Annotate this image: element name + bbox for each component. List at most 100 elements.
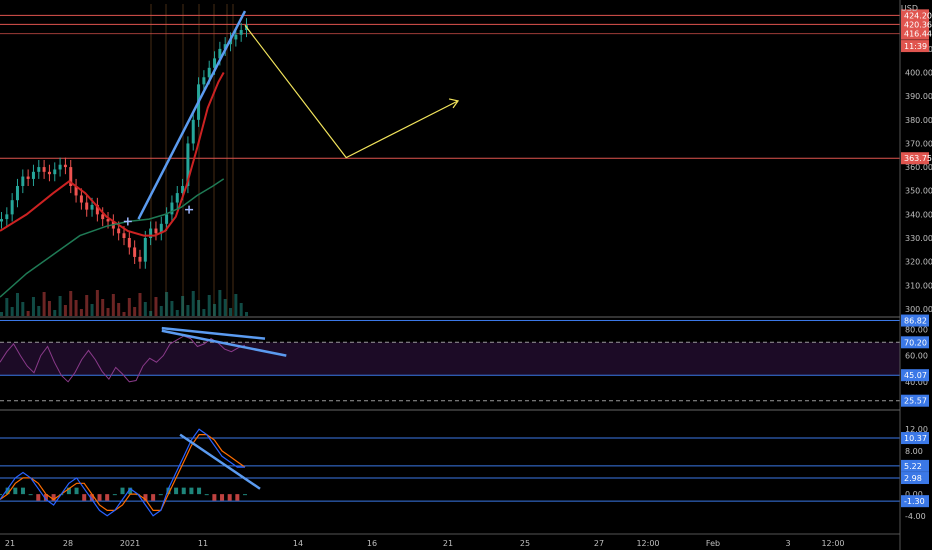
time-tick-label: 14 — [293, 539, 303, 548]
macd-signal-line — [0, 434, 246, 511]
price-tick-label: 390.00 — [905, 92, 932, 101]
moving-average-green — [0, 178, 225, 298]
volume-bar — [170, 301, 174, 316]
macd-histogram-bar — [220, 494, 225, 501]
rsi-pane[interactable] — [0, 320, 900, 402]
macd-badge-label: 10.37 — [904, 434, 927, 443]
rsi-badge: 86.82 — [901, 314, 929, 327]
macd-line — [0, 428, 245, 517]
price-badge: 363.75 — [901, 152, 932, 165]
candle-body — [85, 202, 89, 210]
candle-body — [42, 167, 46, 172]
macd-badge: 10.37 — [901, 432, 929, 445]
candle-body — [159, 223, 163, 234]
session-stripe — [213, 4, 215, 316]
macd-histogram-bar — [227, 494, 232, 501]
candle-body — [79, 195, 83, 203]
volume-bar — [47, 301, 51, 316]
volume-bar — [79, 309, 83, 316]
time-tick-label: 3 — [785, 539, 790, 548]
volume-bar — [191, 291, 195, 316]
price-axis[interactable]: 410.00400.00390.00380.00370.00360.00350.… — [899, 0, 932, 550]
volume-bar — [95, 290, 99, 316]
rsi-badge-bg — [901, 369, 929, 382]
candle-body — [95, 204, 99, 215]
macd-histogram-bar — [74, 487, 79, 495]
candle-body — [122, 233, 126, 238]
volume-bar — [202, 309, 206, 316]
candle-body — [101, 214, 105, 220]
time-tick-label: 27 — [594, 539, 604, 548]
candle-body — [31, 171, 35, 179]
candle-body — [202, 77, 206, 85]
price-badge-bg — [901, 40, 929, 53]
macd-badge-label: -1.30 — [904, 497, 925, 506]
price-badge-label: 424.20 — [904, 11, 932, 20]
volume-bar — [122, 312, 126, 316]
candle-body — [117, 228, 121, 234]
candle-body — [191, 119, 195, 144]
macd-badge: 2.98 — [901, 472, 929, 485]
macd-histogram-bar — [66, 487, 71, 495]
macd-tick-label: -4.00 — [905, 512, 926, 521]
price-tick-label: 330.00 — [905, 234, 932, 243]
volume-bar — [143, 302, 147, 316]
rsi-badge-bg — [901, 394, 929, 407]
rsi-badge-label: 70.20 — [904, 338, 927, 347]
macd-histogram-bar — [151, 494, 156, 501]
rsi-tick-label: 60.00 — [905, 352, 928, 361]
volume-bar — [106, 308, 110, 316]
macd-histogram-bar — [20, 487, 25, 495]
price-badge-label: 11:39 — [904, 42, 927, 51]
candle-body — [218, 48, 222, 59]
volume-bar — [165, 292, 169, 316]
candle-body — [90, 204, 94, 210]
currency-label: USD — [901, 4, 918, 13]
macd-histogram-bar — [174, 487, 179, 495]
price-tick-label: 340.00 — [905, 210, 932, 219]
price-badge-label: 363.75 — [904, 154, 932, 163]
volume-bar — [42, 292, 46, 316]
volume-bar — [229, 308, 233, 316]
volume-bar — [0, 312, 3, 316]
macd-histogram-bar — [158, 494, 163, 496]
volume-bar — [186, 305, 190, 316]
macd-histogram-bar — [105, 494, 110, 501]
volume-bar — [101, 299, 105, 316]
macd-histogram-bar — [89, 494, 94, 501]
volume-bar — [26, 311, 30, 316]
macd-pane[interactable] — [0, 428, 900, 517]
price-tick-label: 370.00 — [905, 139, 932, 148]
rsi-tick-label: 80.00 — [905, 325, 928, 334]
candle-body — [58, 164, 62, 170]
macd-trendline — [179, 433, 261, 490]
rsi-badge: 70.20 — [901, 336, 929, 349]
candle-body — [10, 200, 14, 215]
candle-body — [154, 228, 158, 234]
volume-bar — [223, 299, 227, 316]
price-tick-label: 300.00 — [905, 305, 932, 314]
rsi-tick-label: 40.00 — [905, 378, 928, 387]
volume-bar — [63, 305, 67, 316]
macd-tick-label: 8.00 — [905, 447, 923, 456]
macd-histogram-bar — [36, 494, 41, 501]
candle-body — [53, 169, 57, 175]
macd-badge-bg — [901, 472, 929, 485]
price-tick-label: 380.00 — [905, 116, 932, 125]
price-badge-bg — [901, 152, 929, 165]
price-badge: 424.20 — [901, 9, 932, 22]
time-tick-label: 21 — [5, 539, 15, 548]
session-stripe — [232, 4, 234, 316]
macd-histogram-bar — [97, 494, 102, 501]
volume-bar — [197, 300, 201, 316]
price-badge-bg — [901, 27, 929, 40]
volume-bar — [149, 311, 153, 316]
price-pane[interactable] — [0, 4, 900, 316]
macd-histogram-bar — [112, 494, 117, 496]
candle-body — [37, 167, 41, 172]
volume-bar — [138, 293, 142, 316]
volume-bar — [69, 291, 73, 316]
session-stripe — [165, 4, 167, 316]
macd-histogram-bar — [128, 487, 133, 495]
